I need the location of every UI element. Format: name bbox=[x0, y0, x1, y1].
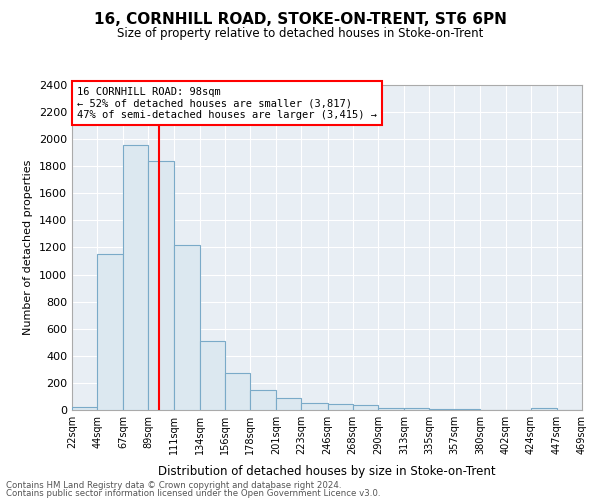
Bar bbox=[530, 408, 557, 410]
Text: Size of property relative to detached houses in Stoke-on-Trent: Size of property relative to detached ho… bbox=[117, 28, 483, 40]
Bar bbox=[353, 406, 378, 410]
Text: 16 CORNHILL ROAD: 98sqm
← 52% of detached houses are smaller (3,817)
47% of semi: 16 CORNHILL ROAD: 98sqm ← 52% of detache… bbox=[77, 86, 377, 120]
Bar bbox=[225, 374, 250, 410]
Bar bbox=[250, 390, 276, 410]
Bar bbox=[378, 408, 404, 410]
Bar bbox=[200, 341, 225, 410]
Y-axis label: Number of detached properties: Number of detached properties bbox=[23, 160, 34, 335]
Bar bbox=[429, 409, 454, 410]
Text: Contains public sector information licensed under the Open Government Licence v3: Contains public sector information licen… bbox=[6, 489, 380, 498]
Bar bbox=[276, 398, 301, 410]
Bar bbox=[328, 404, 353, 410]
Text: 16, CORNHILL ROAD, STOKE-ON-TRENT, ST6 6PN: 16, CORNHILL ROAD, STOKE-ON-TRENT, ST6 6… bbox=[94, 12, 506, 28]
Bar bbox=[173, 245, 200, 410]
X-axis label: Distribution of detached houses by size in Stoke-on-Trent: Distribution of detached houses by size … bbox=[158, 466, 496, 478]
Bar bbox=[97, 254, 124, 410]
Bar bbox=[404, 408, 429, 410]
Bar bbox=[301, 402, 328, 410]
Text: Contains HM Land Registry data © Crown copyright and database right 2024.: Contains HM Land Registry data © Crown c… bbox=[6, 480, 341, 490]
Bar bbox=[148, 161, 173, 410]
Bar bbox=[124, 144, 148, 410]
Bar bbox=[72, 406, 97, 410]
